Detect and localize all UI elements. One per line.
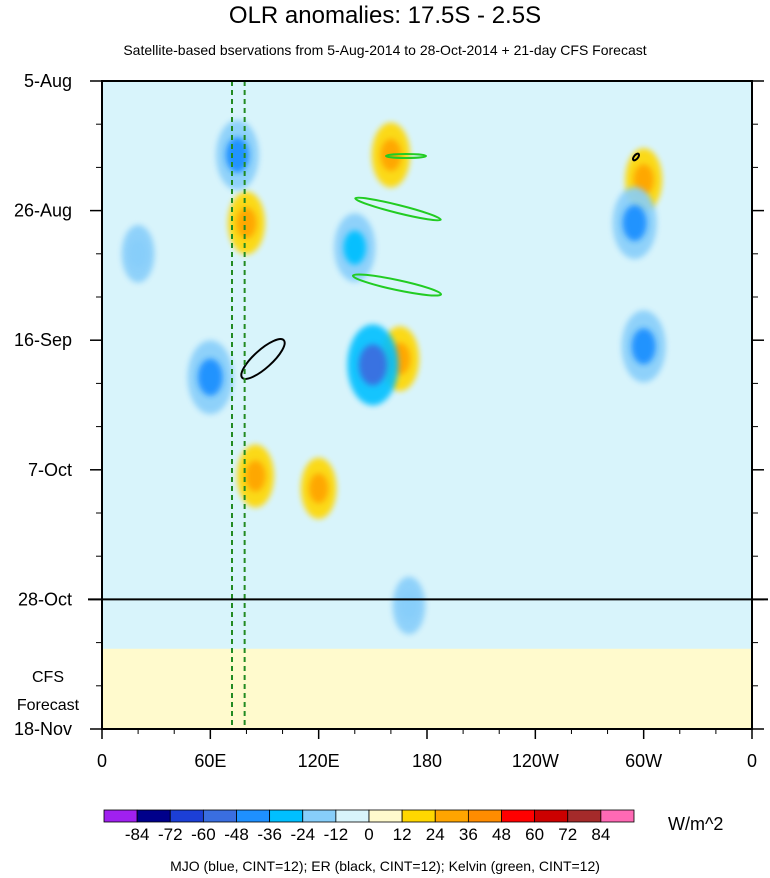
x-tick-label: 60E bbox=[194, 751, 226, 771]
y-tick-label: 18-Nov bbox=[14, 719, 72, 739]
anomaly-negative-core bbox=[129, 239, 147, 268]
colorbar-swatch bbox=[302, 809, 337, 823]
y-tick-label: 28-Oct bbox=[18, 589, 72, 609]
anomaly-negative-core bbox=[631, 328, 656, 365]
colorbar-swatch bbox=[401, 809, 436, 823]
colorbar-swatch bbox=[600, 809, 635, 823]
colorbar: -84 -72 -60 -48 -36 -24 -12 0 12 24 36 48 60 72 84 bbox=[103, 809, 635, 844]
colorbar-label: 0 bbox=[364, 825, 373, 844]
colorbar-label: 84 bbox=[591, 825, 610, 844]
x-tick-label: 60W bbox=[625, 751, 662, 771]
colorbar-label: -84 bbox=[125, 825, 150, 844]
anomaly-negative-core bbox=[622, 204, 647, 241]
colorbar-label: 24 bbox=[426, 825, 445, 844]
y-tick-label: 16-Sep bbox=[14, 330, 72, 350]
anomaly-positive-core bbox=[309, 473, 329, 504]
colorbar-label: 72 bbox=[558, 825, 577, 844]
colorbar-swatch bbox=[501, 809, 536, 823]
colorbar-swatch bbox=[269, 809, 304, 823]
colorbar-label: -72 bbox=[158, 825, 183, 844]
colorbar-label: 12 bbox=[393, 825, 412, 844]
colorbar-swatch bbox=[169, 809, 204, 823]
x-tick-label: 0 bbox=[747, 751, 757, 771]
kelvin-contour bbox=[385, 153, 427, 159]
colorbar-units: W/m^2 bbox=[668, 814, 724, 834]
anomaly-negative-core bbox=[197, 358, 223, 396]
colorbar-label: -48 bbox=[224, 825, 249, 844]
colorbar-label: 48 bbox=[492, 825, 511, 844]
colorbar-swatch bbox=[534, 809, 569, 823]
axis-ticks: 0 60E 120E 180 120W 60W 0 5-Aug 26-Aug 16-Sep 7-Oc… bbox=[14, 71, 764, 771]
forecast-label-forecast: Forecast bbox=[17, 697, 80, 714]
anomaly-positive-core bbox=[236, 207, 257, 239]
colorbar-swatch bbox=[103, 809, 138, 823]
contour-legend-note: MJO (blue, CINT=12); ER (black, CINT=12)… bbox=[170, 858, 600, 874]
er-contour bbox=[632, 152, 640, 162]
colorbar-swatch bbox=[236, 809, 271, 823]
chart-title: OLR anomalies: 17.5S - 2.5S bbox=[228, 2, 542, 29]
y-tick-label: 7-Oct bbox=[28, 460, 72, 480]
anomaly-positive-core bbox=[245, 460, 266, 492]
anomaly-negative-core bbox=[343, 230, 366, 265]
colorbar-swatch bbox=[567, 809, 602, 823]
x-tick-label: 120W bbox=[512, 751, 559, 771]
colorbar-swatch bbox=[434, 809, 469, 823]
colorbar-label: 60 bbox=[525, 825, 544, 844]
colorbar-swatch bbox=[136, 809, 171, 823]
x-tick-label: 120E bbox=[298, 751, 340, 771]
kelvin-contour bbox=[351, 273, 443, 297]
colorbar-swatch bbox=[335, 809, 370, 823]
heatmap-field bbox=[102, 81, 752, 729]
anomaly-negative-core bbox=[400, 591, 418, 620]
er-contour bbox=[240, 338, 286, 380]
colorbar-swatch bbox=[202, 809, 237, 823]
colorbar-label: -60 bbox=[191, 825, 216, 844]
forecast-region bbox=[102, 648, 752, 729]
forecast-label-cfs: CFS bbox=[32, 669, 64, 686]
colorbar-label: -12 bbox=[324, 825, 349, 844]
y-tick-label: 26-Aug bbox=[14, 201, 72, 221]
x-tick-label: 0 bbox=[97, 751, 107, 771]
chart-subtitle: Satellite-based bservations from 5-Aug-2… bbox=[123, 42, 647, 58]
x-tick-label: 180 bbox=[412, 751, 442, 771]
colorbar-swatch bbox=[368, 809, 403, 823]
kelvin-contour bbox=[354, 196, 442, 222]
anomaly-negative-core bbox=[358, 344, 387, 386]
y-tick-label: 5-Aug bbox=[24, 71, 72, 91]
colorbar-label: -36 bbox=[257, 825, 282, 844]
colorbar-label: -24 bbox=[290, 825, 315, 844]
colorbar-label: 36 bbox=[459, 825, 478, 844]
colorbar-swatch bbox=[467, 809, 502, 823]
anomaly-positive-core bbox=[633, 164, 654, 196]
